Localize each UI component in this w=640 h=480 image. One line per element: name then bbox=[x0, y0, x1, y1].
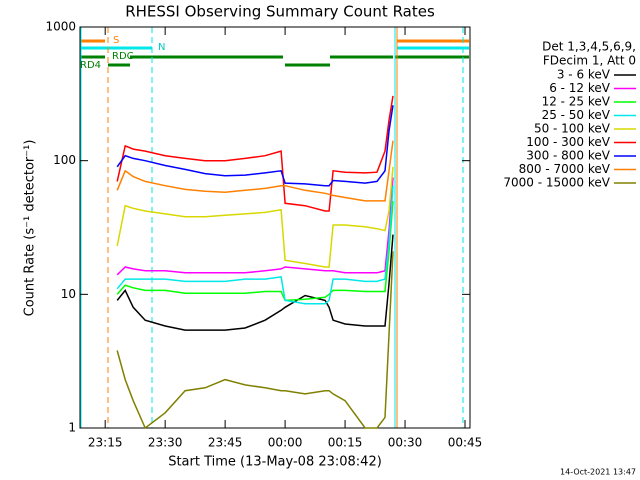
y-tick-label: 1 bbox=[68, 421, 76, 435]
legend-label: 3 - 6 keV bbox=[557, 68, 611, 82]
x-tick-label: 23:30 bbox=[148, 436, 183, 450]
legend-label: 50 - 100 keV bbox=[534, 122, 611, 136]
legend-label: 25 - 50 keV bbox=[542, 108, 611, 122]
x-tick-label: 00:00 bbox=[268, 436, 303, 450]
legend-label: 12 - 25 keV bbox=[542, 95, 611, 109]
flag-label: RD4 bbox=[80, 60, 101, 71]
x-tick-label: 23:45 bbox=[208, 436, 243, 450]
event-lines bbox=[80, 27, 464, 428]
series-line bbox=[116, 177, 394, 276]
legend-label: 6 - 12 keV bbox=[549, 81, 611, 95]
series-line bbox=[116, 166, 394, 268]
footer: 14-Oct-2021 13:47 bbox=[560, 468, 636, 477]
plot-frame bbox=[79, 26, 471, 429]
flag-label: S bbox=[113, 35, 119, 46]
series-line bbox=[116, 251, 394, 430]
series-line bbox=[116, 200, 394, 302]
series-line bbox=[116, 185, 394, 305]
flag-bars bbox=[81, 39, 469, 67]
chart-title: RHESSI Observing Summary Count Rates bbox=[125, 3, 435, 21]
x-tick-label: 00:45 bbox=[448, 436, 483, 450]
y-axis-label: Count Rate (s⁻¹ detector⁻¹) bbox=[23, 140, 38, 317]
series-line bbox=[116, 105, 394, 187]
legend-label: 100 - 300 keV bbox=[526, 135, 610, 149]
legend-label: 800 - 7000 keV bbox=[519, 162, 611, 176]
y-tick-label: 10 bbox=[61, 287, 76, 301]
flag-label: RDC bbox=[112, 51, 134, 62]
y-tick-label: 100 bbox=[53, 153, 76, 167]
series-line bbox=[116, 234, 394, 331]
x-tick-label: 00:30 bbox=[388, 436, 423, 450]
legend-title: Det 1,3,4,5,6,9, bbox=[542, 40, 636, 54]
x-axis-label: Start Time (13-May-08 23:08:42) bbox=[168, 455, 382, 470]
legend-title: FDecim 1, Att 0 bbox=[543, 54, 636, 68]
series-line bbox=[116, 140, 394, 202]
x-tick-label: 23:15 bbox=[88, 436, 123, 450]
y-tick-label: 1000 bbox=[45, 20, 76, 34]
legend-label: 300 - 800 keV bbox=[526, 149, 610, 163]
x-tick-label: 00:15 bbox=[328, 436, 363, 450]
legend-label: 7000 - 15000 keV bbox=[503, 176, 610, 190]
flag-label: N bbox=[158, 42, 165, 53]
